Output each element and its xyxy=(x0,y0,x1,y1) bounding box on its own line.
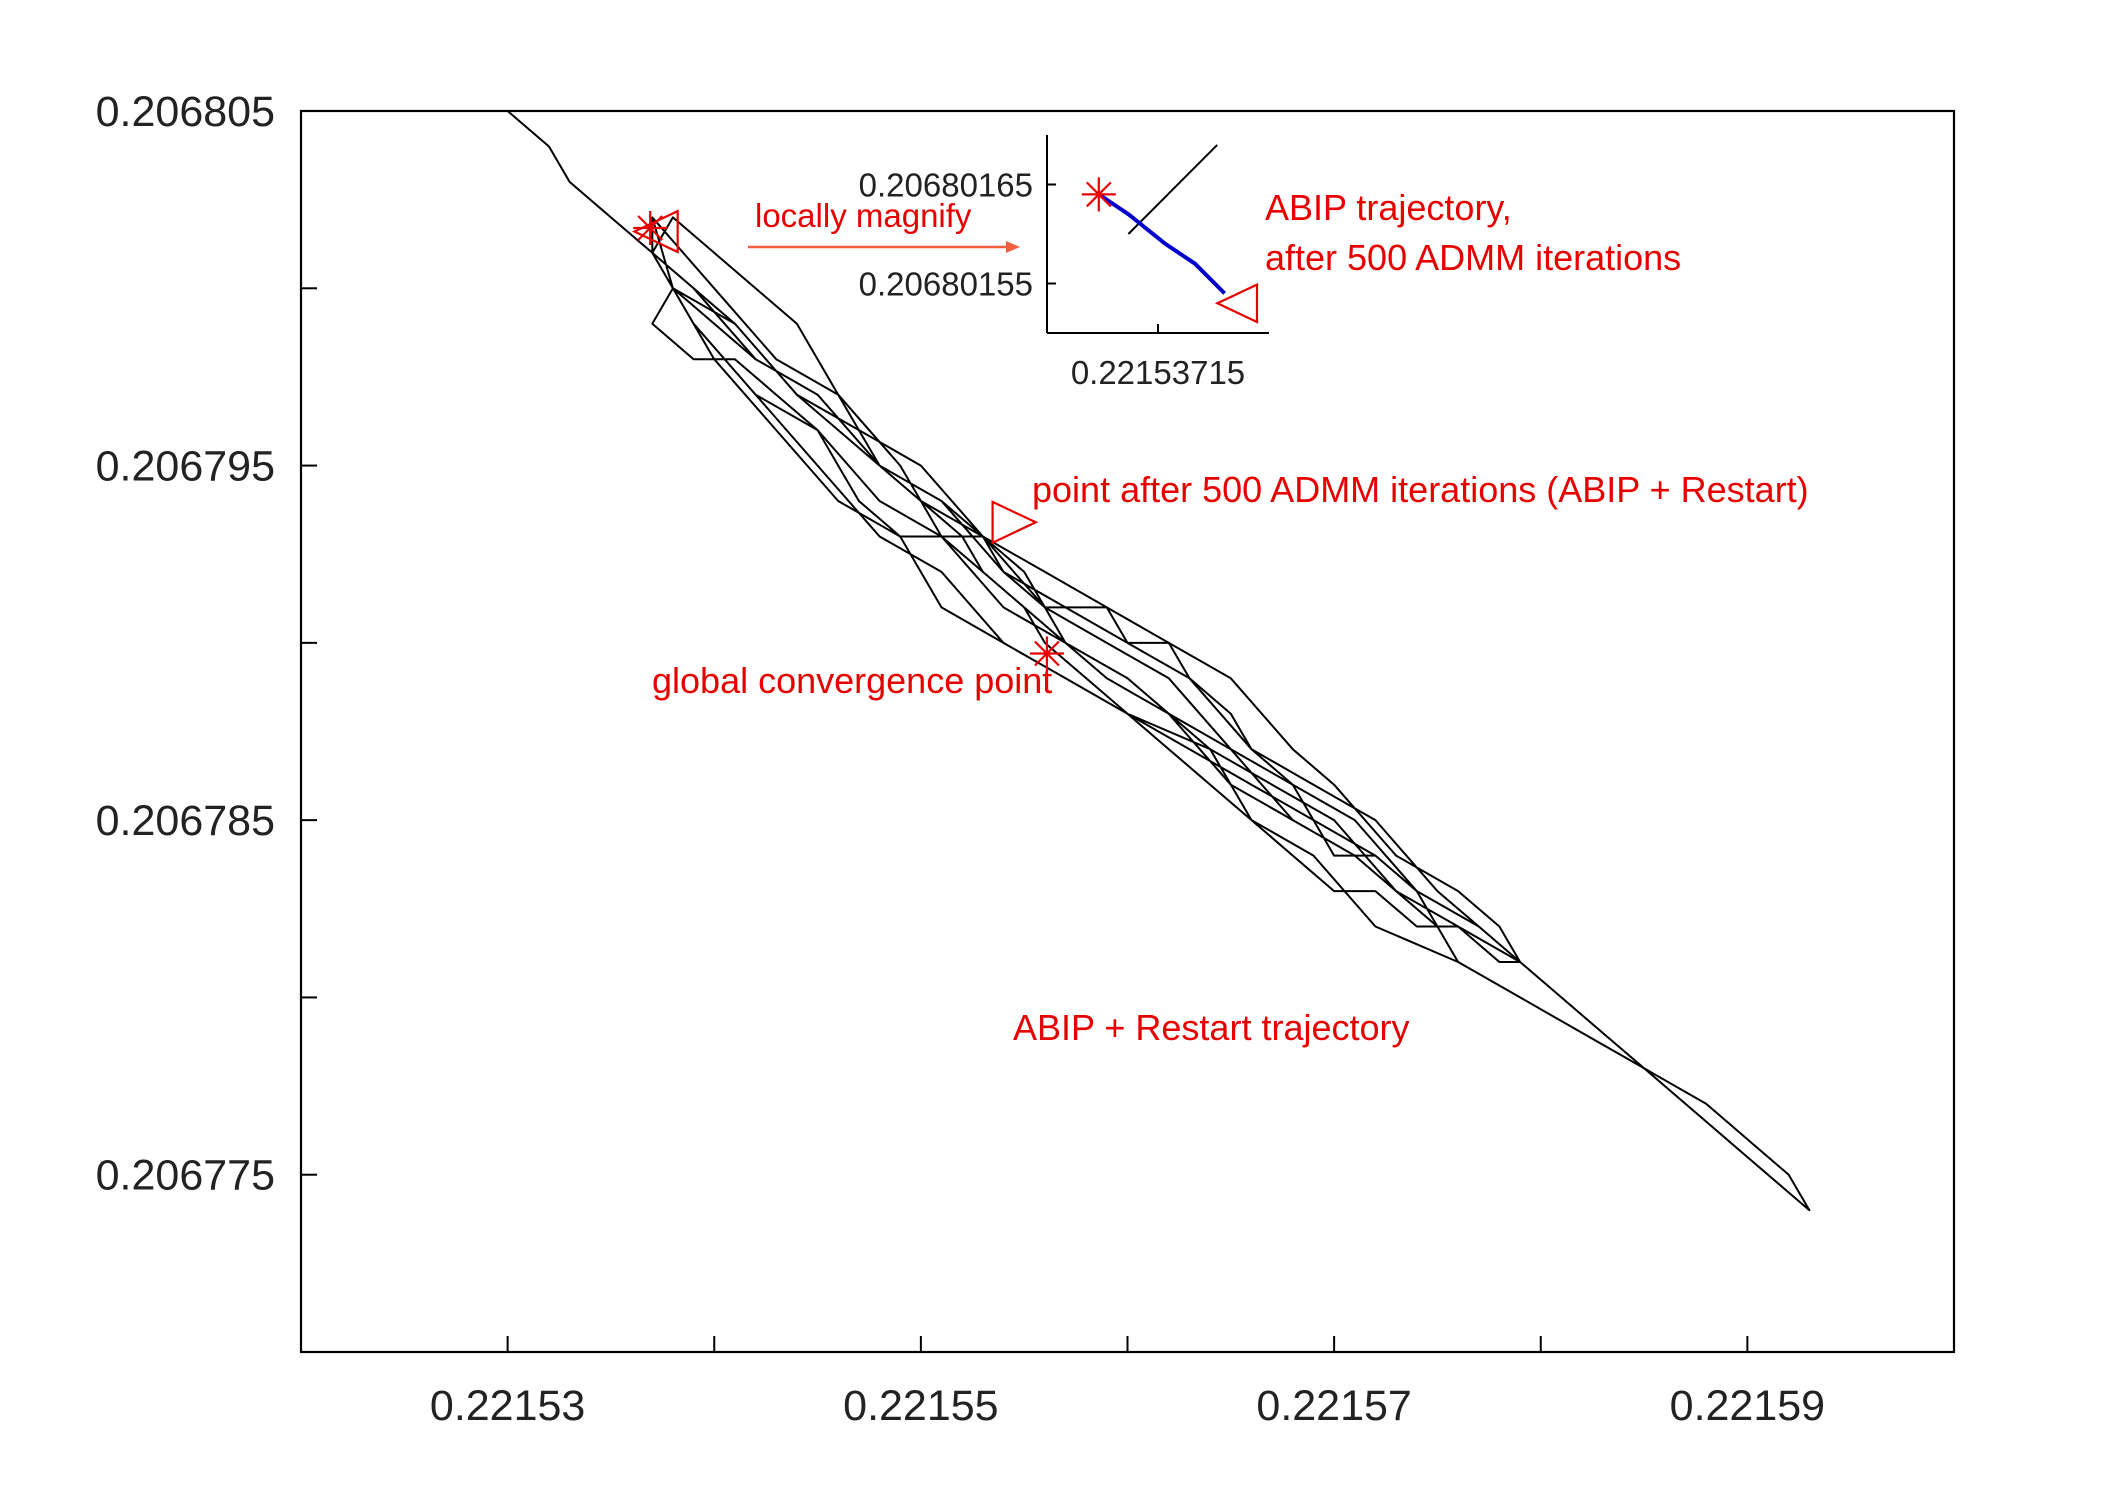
marker-triangle-right xyxy=(991,500,1039,545)
magnify-arrow-head xyxy=(1006,241,1020,253)
inset-series-layer xyxy=(1097,144,1227,295)
annotation-global-point: global convergence point xyxy=(652,660,1052,701)
inset-y-tick-label: 0.20680155 xyxy=(859,266,1033,303)
x-tick-label: 0.22155 xyxy=(843,1382,998,1430)
x-tick-label: 0.22157 xyxy=(1256,1382,1411,1430)
annotation-restart-point: point after 500 ADMM iterations (ABIP + … xyxy=(1032,469,1809,510)
x-tick-label: 0.22153 xyxy=(430,1382,585,1430)
inset-ticks: 0.20680165 0.20680155 0.22153715 xyxy=(859,167,1246,392)
y-tick-label: 0.206785 xyxy=(96,797,275,845)
inset-series-line-abip xyxy=(1097,192,1227,295)
annotation-locally-magnify: locally magnify xyxy=(755,197,972,234)
series-line-abip-restart xyxy=(487,110,1811,1212)
inset-x-tick-label: 0.22153715 xyxy=(1071,354,1245,391)
inset-markers-layer xyxy=(1081,177,1259,324)
annotation-abip-trajectory-line2: after 500 ADMM iterations xyxy=(1265,237,1681,278)
inset-series-line-restart xyxy=(1127,144,1218,235)
main-markers-layer xyxy=(631,209,1064,671)
x-tick-label: 0.22159 xyxy=(1670,1382,1825,1430)
y-tick-label: 0.206775 xyxy=(96,1152,275,1200)
main-series-layer xyxy=(487,110,1811,1212)
inset-y-tick-label: 0.20680165 xyxy=(859,167,1033,204)
marker-star xyxy=(1029,636,1064,671)
y-tick-label: 0.206805 xyxy=(96,88,275,136)
y-tick-label: 0.206795 xyxy=(96,443,275,491)
main-x-axis: 0.22153 0.22155 0.22157 0.22159 xyxy=(430,1336,1825,1430)
inset-marker-star xyxy=(1081,177,1116,212)
inset-plot: 0.20680165 0.20680155 0.22153715 xyxy=(859,135,1269,391)
annotation-restart-trajectory: ABIP + Restart trajectory xyxy=(1013,1007,1410,1048)
marker-star xyxy=(633,211,668,246)
main-plot-frame xyxy=(299,109,1956,1354)
annotations: locally magnify ABIP trajectory, after 5… xyxy=(652,187,1809,1048)
inset-marker-triangle-left xyxy=(1214,282,1259,324)
main-y-axis: 0.206805 0.206795 0.206785 0.206775 xyxy=(96,88,317,1200)
annotation-abip-trajectory-line1: ABIP trajectory, xyxy=(1265,187,1512,228)
